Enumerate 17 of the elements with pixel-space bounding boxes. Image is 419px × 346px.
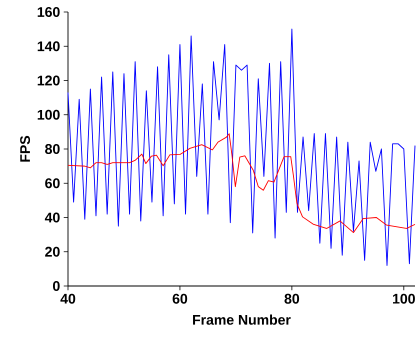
y-tick-label: 140 [38, 41, 60, 52]
y-tick-label: 120 [38, 76, 60, 86]
y-tick-label: 160 [38, 7, 60, 17]
x-tick-label: 80 [284, 294, 300, 304]
y-tick-label: 0 [52, 281, 60, 291]
x-tick-label: 100 [393, 294, 415, 304]
x-tick-label: 40 [60, 294, 76, 304]
y-tick-label: 40 [44, 212, 60, 222]
y-tick-label: 80 [45, 144, 60, 154]
line-series [68, 133, 416, 234]
y-tick-label: 20 [45, 246, 60, 257]
x-tick-label: 60 [172, 294, 188, 304]
y-axis-title: FPS [20, 136, 30, 162]
y-tick-label: 60 [45, 178, 60, 188]
line-series [68, 28, 416, 266]
x-axis-title: Frame Number [193, 314, 291, 325]
y-tick-label: 100 [38, 110, 60, 120]
